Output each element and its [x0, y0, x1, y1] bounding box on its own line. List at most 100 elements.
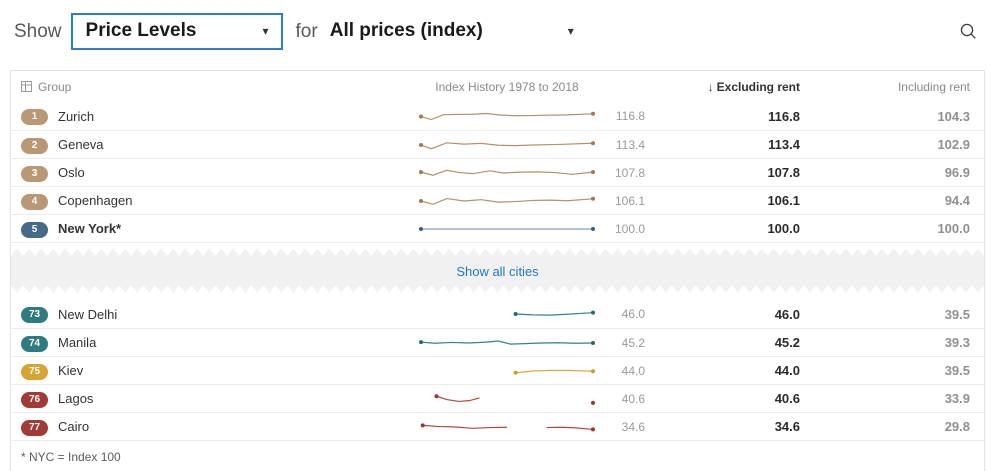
- rank-badge-cell: 75: [21, 362, 57, 380]
- column-header-group[interactable]: Group: [21, 80, 417, 94]
- for-label: for: [295, 20, 318, 42]
- show-label: Show: [14, 20, 62, 42]
- city-name: Geneva: [58, 137, 104, 152]
- rank-badge-cell: 5: [21, 220, 57, 238]
- rank-badge-cell: 1: [21, 107, 57, 125]
- city-name: Manila: [58, 335, 97, 350]
- metric-dropdown[interactable]: Price Levels ▾: [70, 13, 283, 50]
- sparkline-cell: [417, 165, 597, 181]
- sparkline-value: 116.8: [615, 109, 645, 123]
- excluding-rent-value: 40.6: [774, 391, 800, 406]
- collapsed-rows-divider: Show all cities: [11, 248, 984, 294]
- sparkline-value: 100.0: [614, 221, 645, 236]
- column-header-excluding-rent[interactable]: ↓ Excluding rent: [645, 80, 800, 94]
- torn-edge-top: [11, 248, 984, 256]
- sparkline-chart: [419, 339, 595, 345]
- rank-badge: 5: [21, 221, 48, 238]
- excluding-rent-value: 46.0: [774, 306, 800, 322]
- table-row[interactable]: 2 Geneva 113.4 113.4 102.9: [11, 130, 984, 158]
- table-header-row: Group Index History 1978 to 2018 ↓ Exclud…: [11, 71, 984, 102]
- including-rent-value: 39.5: [944, 306, 970, 322]
- excluding-rent-value: 107.8: [767, 165, 800, 180]
- rank-badge: 77: [21, 419, 48, 436]
- excluding-rent-value: 100.0: [767, 221, 800, 236]
- sparkline-cell: [417, 363, 597, 379]
- excluding-rent-value: 34.6: [774, 419, 800, 434]
- sparkline-value: 107.8: [614, 165, 645, 180]
- sparkline-value: 46.0: [621, 307, 645, 321]
- column-header-excluding-rent-label: Excluding rent: [716, 79, 800, 94]
- grid-icon: [21, 81, 32, 92]
- including-rent-value: 29.8: [944, 419, 970, 434]
- sparkline-chart: [434, 393, 595, 405]
- table-row[interactable]: 5 New York* 100.0 100.0 100.0: [11, 214, 984, 242]
- column-header-group-label: Group: [38, 79, 72, 94]
- rank-badge-cell: 76: [21, 390, 57, 408]
- chevron-down-icon: ▾: [567, 24, 574, 38]
- category-dropdown-value: All prices (index): [329, 20, 483, 41]
- sort-descending-icon: ↓: [707, 79, 714, 94]
- rank-badge-cell: 4: [21, 192, 57, 210]
- including-rent-value: 33.9: [944, 391, 970, 406]
- excluding-rent-value: 44.0: [774, 363, 800, 378]
- divider-band: Show all cities: [11, 256, 984, 286]
- city-name: Kiev: [58, 363, 84, 378]
- nyc-index-footnote: * NYC = Index 100: [21, 450, 121, 464]
- sparkline-chart: [419, 169, 595, 176]
- table-row[interactable]: 77 Cairo 34.6 34.6 29.8: [11, 412, 984, 440]
- table-row[interactable]: 4 Copenhagen 106.1 106.1 94.4: [11, 186, 984, 214]
- sparkline-chart: [513, 310, 595, 316]
- table-row[interactable]: 73 New Delhi 46.0 46.0 39.5: [11, 300, 984, 328]
- bottom-ranked-rows: 73 New Delhi 46.0 46.0 39.5 74 Manila 45.2 45.2 3…: [11, 300, 984, 441]
- sparkline-value: 113.4: [615, 137, 645, 152]
- sparkline-cell: [417, 335, 597, 351]
- table-row[interactable]: 1 Zurich 116.8 116.8 104.3: [11, 102, 984, 130]
- rank-badge: 1: [21, 109, 48, 125]
- excluding-rent-value: 113.4: [768, 137, 800, 152]
- sparkline-cell: [417, 419, 597, 435]
- rank-badge-cell: 77: [21, 418, 57, 436]
- sparkline-cell: [417, 193, 597, 209]
- excluding-rent-value: 116.8: [768, 108, 800, 124]
- search-icon[interactable]: [959, 22, 978, 41]
- sparkline-value: 34.6: [621, 419, 645, 434]
- rank-badge: 76: [21, 391, 48, 408]
- sparkline-value: 44.0: [621, 363, 645, 378]
- table-row[interactable]: 75 Kiev 44.0 44.0 39.5: [11, 356, 984, 384]
- top-ranked-rows: 1 Zurich 116.8 116.8 104.3 2 Geneva 113.4 113.4 1…: [11, 102, 984, 243]
- city-name: New York*: [58, 221, 122, 236]
- city-name: Zurich: [58, 108, 95, 124]
- sparkline-cell: [417, 221, 597, 237]
- show-all-cities-button[interactable]: Show all cities: [456, 263, 539, 279]
- including-rent-value: 96.9: [944, 165, 970, 180]
- rank-badge-cell: 2: [21, 136, 57, 154]
- table-row[interactable]: 3 Oslo 107.8 107.8 96.9: [11, 158, 984, 186]
- sparkline-value: 106.1: [614, 193, 645, 208]
- including-rent-value: 104.3: [937, 108, 970, 124]
- excluding-rent-value: 106.1: [767, 193, 800, 208]
- rank-badge: 4: [21, 193, 48, 210]
- city-name: Copenhagen: [58, 193, 133, 208]
- excluding-rent-value: 45.2: [774, 335, 800, 350]
- category-dropdown[interactable]: All prices (index) ▾: [330, 15, 582, 48]
- sparkline-value: 45.2: [621, 335, 645, 350]
- including-rent-value: 94.4: [944, 193, 970, 208]
- sparkline-cell: [417, 391, 597, 407]
- table-row[interactable]: 76 Lagos 40.6 40.6 33.9: [11, 384, 984, 412]
- rank-badge: 74: [21, 335, 48, 352]
- city-name: Oslo: [58, 165, 85, 180]
- metric-dropdown-value: Price Levels: [85, 20, 197, 41]
- including-rent-value: 39.3: [944, 335, 970, 350]
- city-name: New Delhi: [58, 306, 118, 322]
- torn-edge-bottom: [11, 286, 984, 293]
- including-rent-value: 100.0: [937, 221, 970, 236]
- column-header-including-rent[interactable]: Including rent: [897, 79, 970, 94]
- sparkline-chart: [419, 226, 595, 231]
- table-row[interactable]: 74 Manila 45.2 45.2 39.3: [11, 328, 984, 356]
- filter-bar: Show Price Levels ▾ for All prices (inde…: [0, 0, 1000, 52]
- sparkline-chart: [420, 422, 595, 431]
- chevron-down-icon: ▾: [262, 24, 269, 38]
- sparkline-cell: [417, 137, 597, 153]
- rank-badge: 2: [21, 137, 48, 154]
- including-rent-value: 102.9: [937, 137, 970, 152]
